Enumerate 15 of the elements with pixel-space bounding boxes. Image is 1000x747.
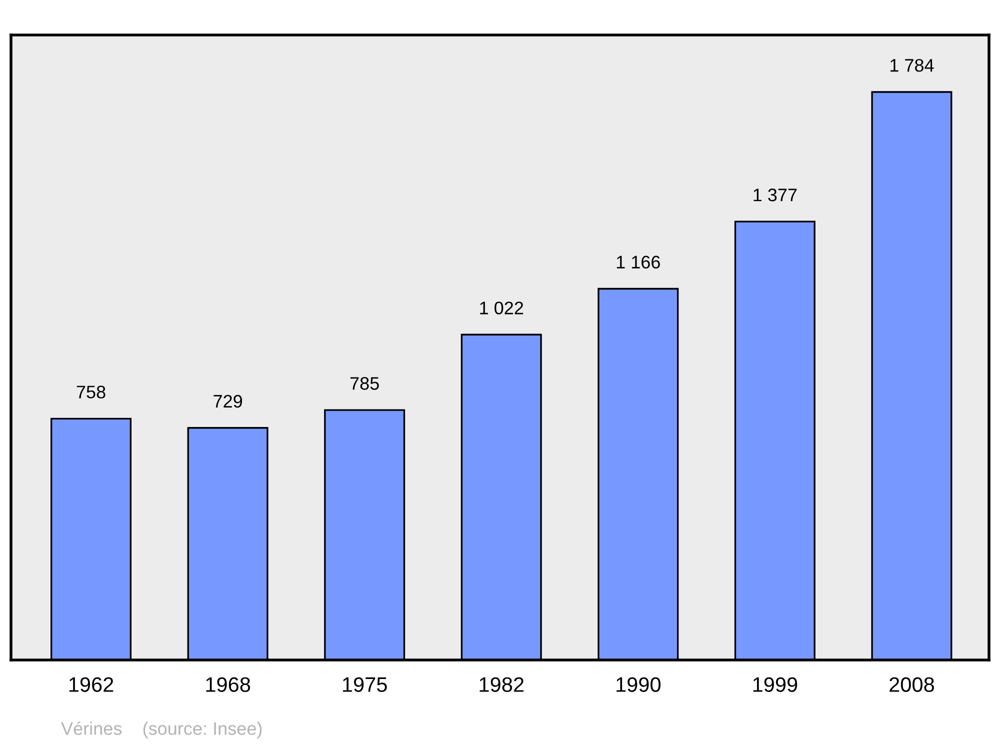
text: Vérines (source: Insee): [61, 721, 262, 739]
x-tick-label: 1968: [206, 677, 250, 692]
data-label: 1 784: [890, 58, 934, 72]
data-label: 1 377: [754, 188, 797, 202]
x-tick-label: 1982: [480, 677, 524, 692]
data-label: 729: [214, 394, 242, 408]
data-label: 1 022: [480, 302, 524, 314]
data-label: 785: [350, 377, 379, 390]
x-tick-label: 2008: [890, 677, 934, 692]
x-tick-label: 1990: [616, 677, 661, 692]
data-label: 1 166: [616, 256, 660, 269]
x-tick-label: 1962: [69, 677, 114, 692]
x-tick-label: 1999: [753, 677, 798, 692]
x-tick-label: 1975: [343, 677, 387, 692]
data-label: 758: [76, 386, 106, 398]
